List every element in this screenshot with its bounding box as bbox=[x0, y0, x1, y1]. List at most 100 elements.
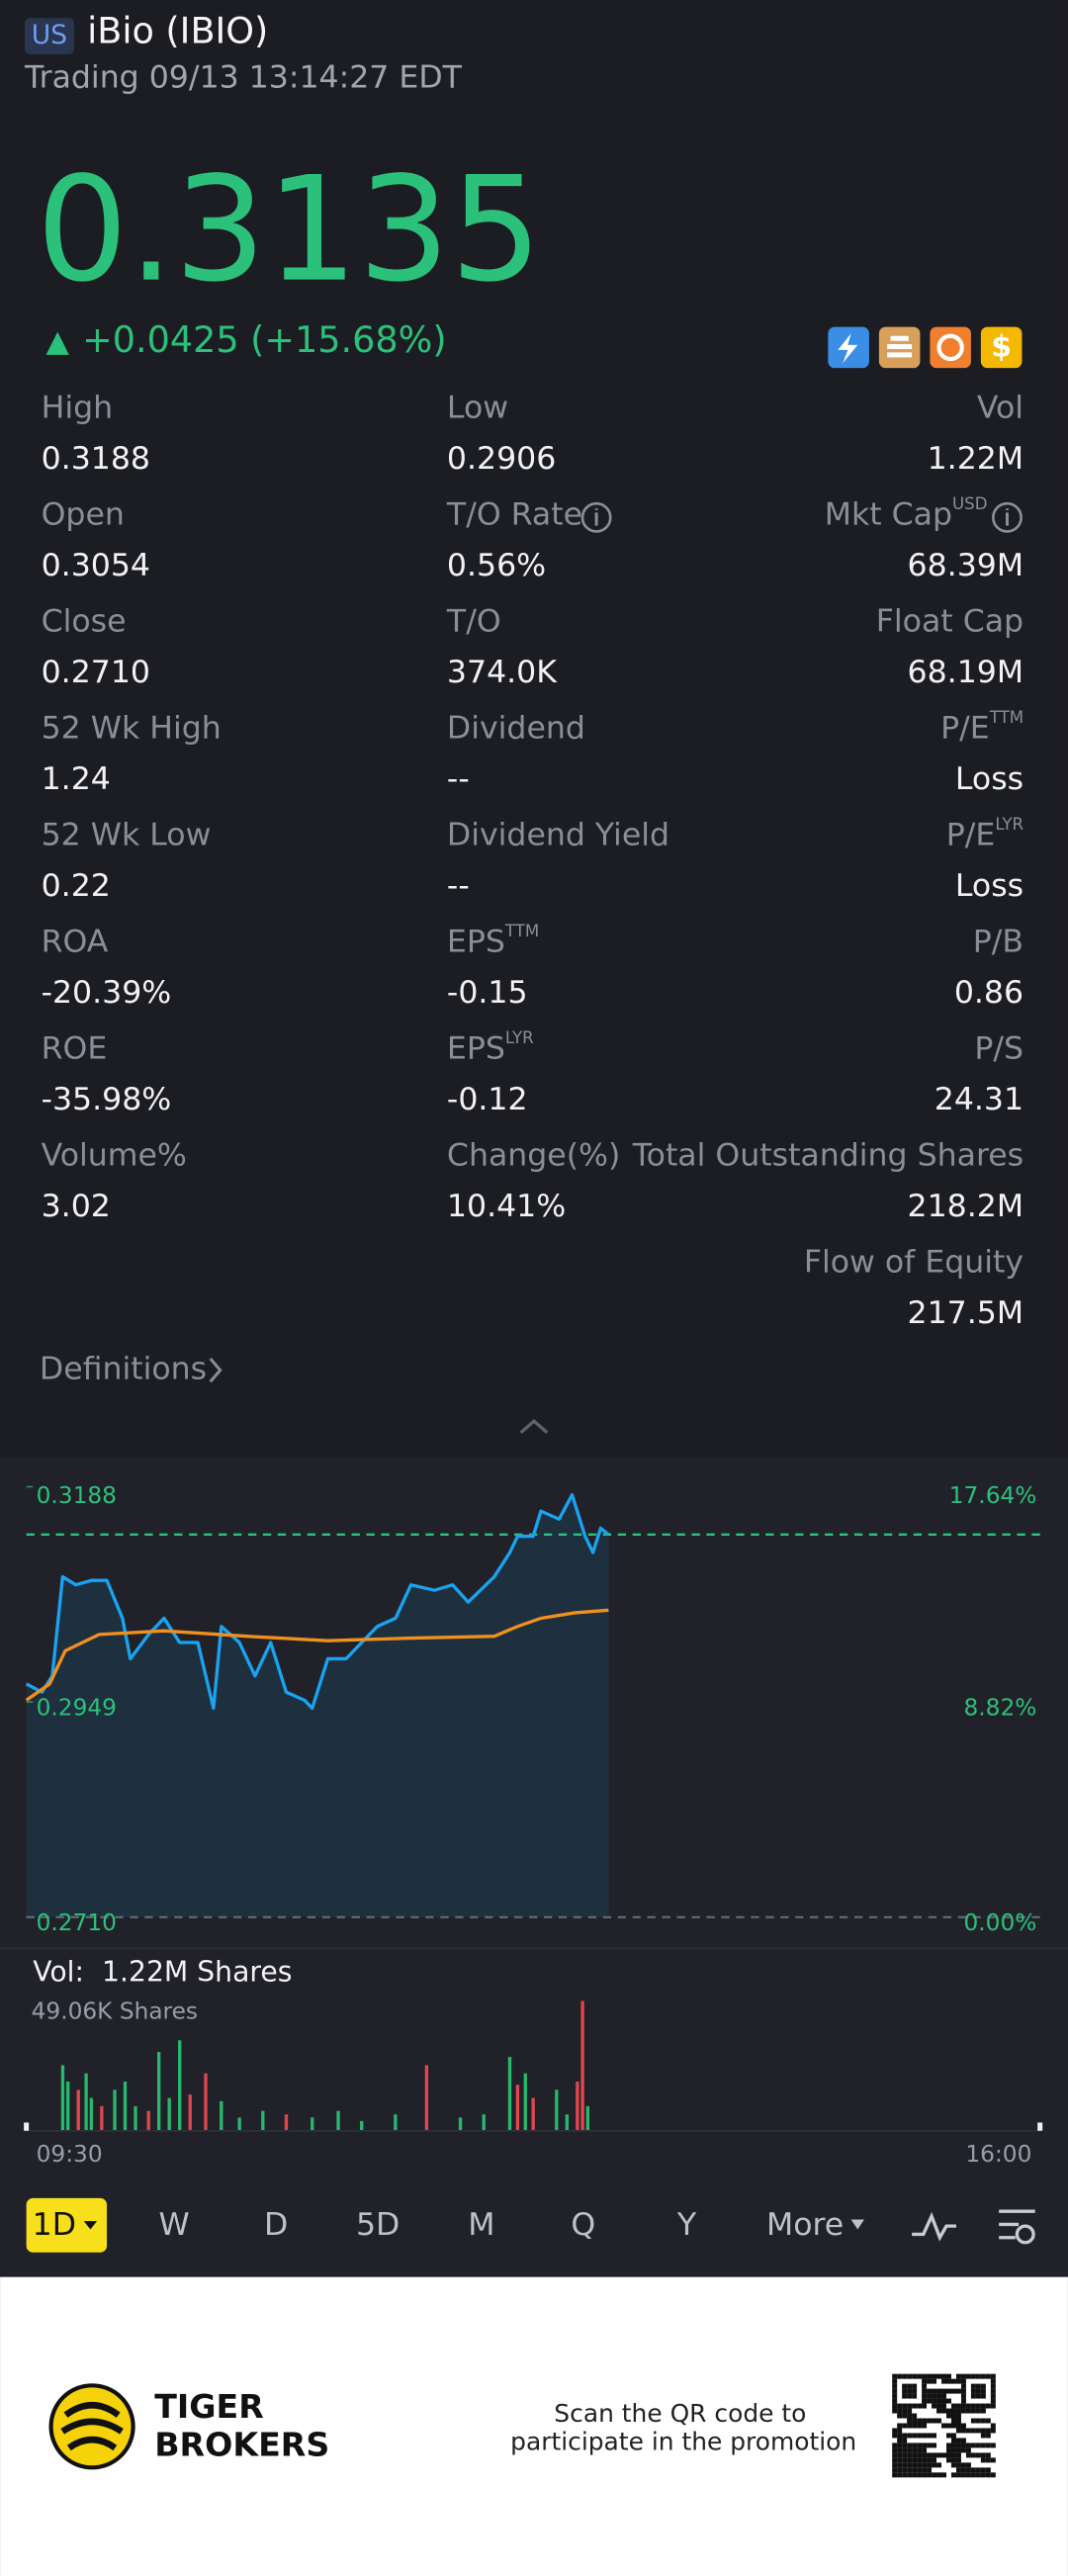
label-text: High bbox=[42, 391, 114, 426]
indicator-icon[interactable] bbox=[912, 2211, 956, 2242]
stat-label: Flow of Equity bbox=[804, 1245, 1024, 1281]
volume-bar bbox=[157, 2052, 161, 2131]
qr-cell bbox=[927, 2418, 933, 2424]
tab[interactable]: Q bbox=[571, 2207, 595, 2243]
info-icon[interactable] bbox=[992, 501, 1023, 533]
intraday-chart: 0.3188 17.64% 0.2949 8.82% 0.2710 0.00% Vol: 1.… bbox=[0, 1482, 1068, 2168]
tab[interactable]: W bbox=[159, 2207, 190, 2243]
qr-cell bbox=[955, 2457, 961, 2463]
label-text: P/B bbox=[973, 925, 1024, 960]
label-sup: USD bbox=[952, 494, 988, 513]
qr-cell bbox=[941, 2403, 946, 2409]
qr-cell bbox=[936, 2388, 942, 2394]
qr-cell bbox=[945, 2433, 951, 2439]
qr-cell bbox=[941, 2393, 946, 2399]
qr-cell bbox=[936, 2472, 942, 2478]
tab[interactable]: More bbox=[766, 2207, 844, 2243]
qr-cell bbox=[897, 2467, 903, 2473]
label-text: 52 Wk High bbox=[42, 711, 222, 747]
qr-cell bbox=[960, 2472, 966, 2478]
qr-cell bbox=[927, 2472, 933, 2478]
qr-cell bbox=[960, 2443, 966, 2448]
info-icon[interactable] bbox=[580, 501, 612, 533]
stat-value: 3.02 bbox=[42, 1189, 111, 1224]
qr-cell bbox=[897, 2462, 903, 2468]
stat-value: 1.24 bbox=[42, 761, 111, 797]
qr-cell bbox=[985, 2373, 991, 2379]
label-text: Close bbox=[42, 604, 127, 640]
qr-cell bbox=[892, 2443, 898, 2448]
qr-cell bbox=[907, 2433, 913, 2439]
tab[interactable]: D bbox=[264, 2207, 288, 2243]
label-text: Dividend bbox=[447, 711, 585, 747]
tab[interactable]: 1D bbox=[33, 2207, 76, 2243]
tab[interactable]: M bbox=[468, 2207, 494, 2243]
tab[interactable]: 5D bbox=[356, 2207, 400, 2243]
definitions-link[interactable]: Definitions bbox=[40, 1352, 207, 1387]
qr-cell bbox=[912, 2388, 918, 2394]
qr-cell bbox=[960, 2428, 966, 2434]
volume-total: 1.22M Shares bbox=[102, 1955, 292, 1988]
qr-cell bbox=[950, 2408, 956, 2414]
volume-bar bbox=[585, 2105, 590, 2131]
qr-cell bbox=[892, 2408, 898, 2414]
more-dropdown bbox=[850, 2219, 864, 2230]
qr-cell bbox=[892, 2428, 898, 2434]
x-tick bbox=[1037, 2122, 1043, 2131]
stat-value: 0.86 bbox=[954, 975, 1024, 1011]
tab-selected[interactable] bbox=[26, 2197, 108, 2253]
stat-value: 68.39M bbox=[908, 548, 1024, 583]
label-text: Open bbox=[42, 497, 125, 533]
qr-cell bbox=[960, 2438, 966, 2443]
brand-line: TIGER bbox=[154, 2387, 264, 2426]
qr-cell bbox=[955, 2452, 961, 2458]
qr-cell bbox=[955, 2373, 961, 2379]
volume-bar bbox=[507, 2057, 512, 2131]
trading-status: Trading 09/13 13:14:27 EDT bbox=[24, 60, 463, 96]
qr-cell bbox=[955, 2423, 961, 2429]
qr-cell bbox=[950, 2403, 956, 2409]
qr-cell bbox=[980, 2457, 986, 2463]
volume-bar bbox=[458, 2117, 463, 2131]
label-text: EPS bbox=[447, 925, 505, 960]
qr-cell bbox=[985, 2467, 991, 2473]
qr-cell bbox=[955, 2378, 961, 2384]
qr-cell bbox=[907, 2423, 913, 2429]
label-text: P/S bbox=[974, 1031, 1024, 1067]
qr-cell bbox=[941, 2388, 946, 2394]
settings-icon[interactable] bbox=[999, 2209, 1035, 2240]
period-tabs: 1D W D 5D M Q Y More bbox=[26, 2197, 864, 2253]
qr-cell bbox=[922, 2443, 928, 2448]
volume-bar bbox=[284, 2114, 289, 2131]
qr-cell bbox=[892, 2462, 898, 2468]
stat-label: ROE bbox=[42, 1031, 108, 1067]
qr-cell bbox=[965, 2443, 971, 2448]
label-text: P/E bbox=[940, 711, 990, 747]
qr-cell bbox=[932, 2378, 937, 2384]
label-sup: TTM bbox=[504, 921, 539, 939]
qr-cell bbox=[917, 2462, 923, 2468]
stat-value: 217.5M bbox=[908, 1295, 1024, 1331]
qr-cell bbox=[980, 2393, 986, 2399]
price-area bbox=[26, 1494, 609, 1917]
qr-cell bbox=[892, 2452, 898, 2458]
icon-glyph bbox=[838, 333, 858, 364]
volume-bar bbox=[424, 2065, 429, 2131]
icon-glyph bbox=[936, 333, 964, 362]
qr-cell bbox=[912, 2433, 918, 2439]
qr-cell bbox=[932, 2433, 937, 2439]
footer bbox=[0, 2276, 1068, 2576]
tab[interactable]: Y bbox=[676, 2207, 697, 2243]
settings-glyph bbox=[1015, 2224, 1035, 2245]
qr-cell bbox=[907, 2408, 913, 2414]
volume-bar bbox=[178, 2040, 182, 2131]
chart-tools bbox=[912, 2209, 1035, 2245]
collapse-caret[interactable] bbox=[519, 1418, 549, 1434]
stat-label: T/O Rate bbox=[446, 497, 582, 533]
stat-label: Mkt CapUSD bbox=[825, 494, 988, 533]
stat-value: 374.0K bbox=[447, 655, 558, 690]
qr-cell bbox=[985, 2418, 991, 2424]
label-sup: LYR bbox=[995, 814, 1024, 833]
qr-cell bbox=[980, 2467, 986, 2473]
stat-label: P/ETTM bbox=[940, 708, 1024, 747]
